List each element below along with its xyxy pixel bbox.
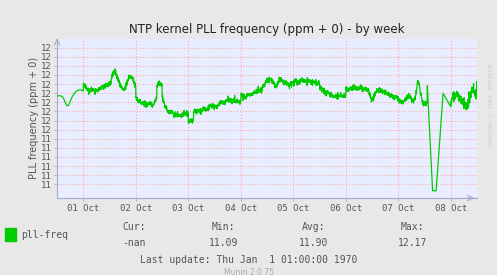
Text: Min:: Min:: [212, 222, 236, 232]
Y-axis label: PLL frequency (ppm + 0): PLL frequency (ppm + 0): [29, 57, 39, 179]
Text: 11.09: 11.09: [209, 238, 239, 248]
Text: Cur:: Cur:: [122, 222, 146, 232]
Text: pll-freq: pll-freq: [21, 230, 68, 240]
Text: Last update: Thu Jan  1 01:00:00 1970: Last update: Thu Jan 1 01:00:00 1970: [140, 255, 357, 265]
Text: RRDTOOL / TOBI OETIKER: RRDTOOL / TOBI OETIKER: [488, 63, 493, 146]
Text: Munin 2.0.75: Munin 2.0.75: [224, 268, 273, 275]
Text: Max:: Max:: [401, 222, 424, 232]
Text: 11.90: 11.90: [298, 238, 328, 248]
Title: NTP kernel PLL frequency (ppm + 0) - by week: NTP kernel PLL frequency (ppm + 0) - by …: [129, 23, 405, 36]
Text: -nan: -nan: [122, 238, 146, 248]
Text: Avg:: Avg:: [301, 222, 325, 232]
Text: 12.17: 12.17: [398, 238, 427, 248]
